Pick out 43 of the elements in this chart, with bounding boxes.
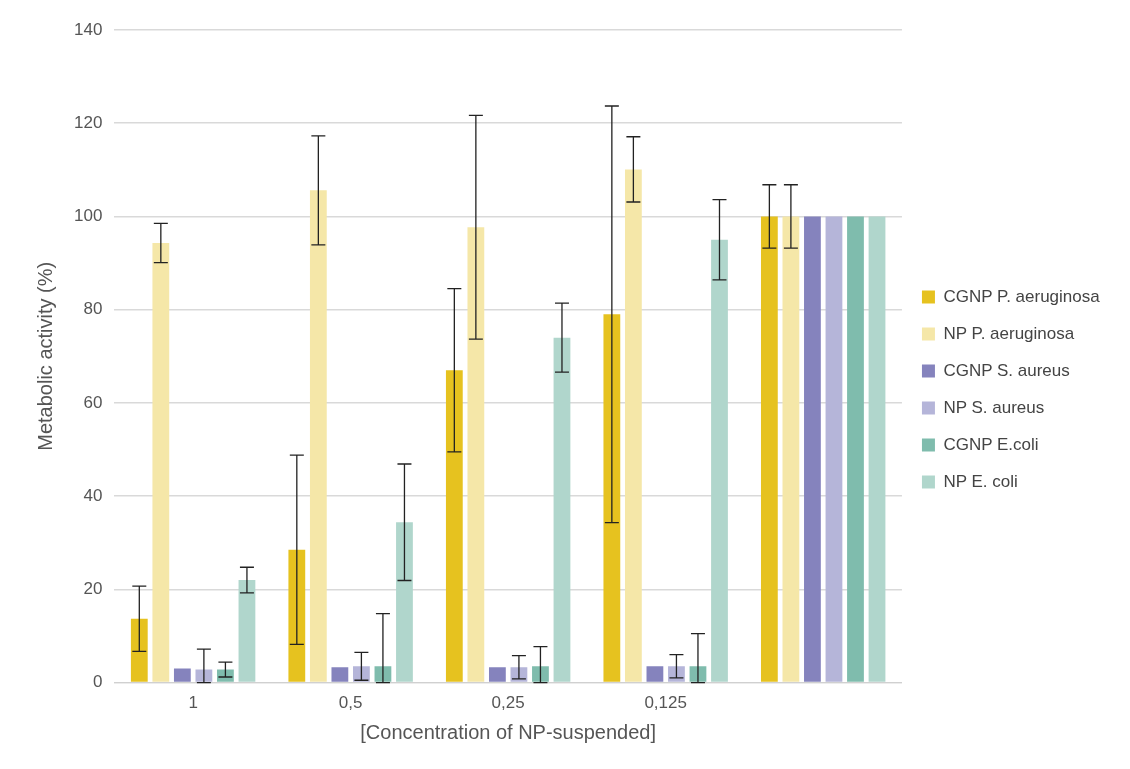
bar xyxy=(396,522,413,682)
y-tick-label: 120 xyxy=(73,112,103,132)
legend-label: CGNP P. aeruginosa xyxy=(943,286,1101,306)
legend-label: NP E. coli xyxy=(943,471,1018,491)
bar xyxy=(553,337,571,682)
bar xyxy=(130,618,148,682)
y-tick-label: 60 xyxy=(83,392,103,412)
y-tick-label: 80 xyxy=(83,299,103,319)
y-tick-label: 20 xyxy=(83,579,103,599)
bar xyxy=(532,666,549,682)
bar xyxy=(847,216,864,682)
x-tick-label: 0,125 xyxy=(644,693,687,713)
bar xyxy=(603,314,621,682)
y-tick-label: 40 xyxy=(83,485,103,505)
x-tick-label: 0,5 xyxy=(338,693,363,713)
bar xyxy=(711,239,728,682)
bar xyxy=(624,169,642,682)
bar xyxy=(782,216,800,682)
bar xyxy=(331,667,349,682)
bar xyxy=(825,216,843,682)
bar xyxy=(467,227,485,682)
legend-label: NP S. aureus xyxy=(943,397,1045,417)
bar xyxy=(173,668,191,682)
x-axis-title: [Concentration of NP-suspended] xyxy=(360,720,657,743)
bar xyxy=(804,216,821,682)
bar xyxy=(646,666,664,682)
y-axis-title: Metabolic activity (%) xyxy=(33,261,56,451)
x-tick-label: 0,25 xyxy=(491,693,525,713)
x-tick-label: 1 xyxy=(188,693,198,713)
legend-label: NP P. aeruginosa xyxy=(943,323,1075,343)
y-tick-label: 140 xyxy=(73,19,103,39)
y-tick-label: 100 xyxy=(73,206,103,226)
y-tick-label: 0 xyxy=(92,672,103,692)
bar xyxy=(238,580,256,682)
legend-label: CGNP S. aureus xyxy=(943,360,1070,380)
bar xyxy=(309,190,327,682)
bar xyxy=(489,667,506,682)
bar xyxy=(868,216,886,682)
bar xyxy=(445,370,463,682)
bar xyxy=(152,243,170,682)
legend-label: CGNP E.coli xyxy=(943,434,1039,454)
bar xyxy=(288,549,306,682)
bar xyxy=(760,216,778,682)
